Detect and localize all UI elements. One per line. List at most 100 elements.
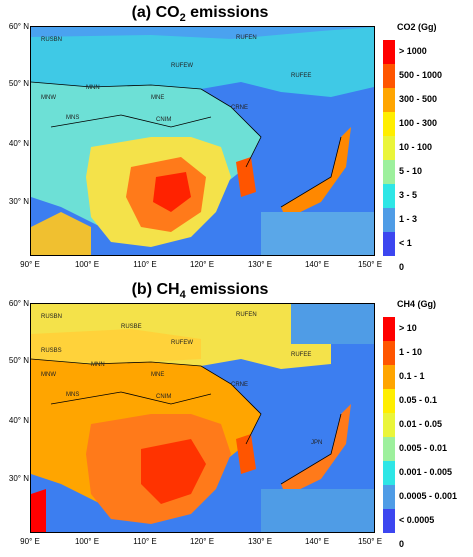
legend-item: > 1000 xyxy=(383,40,473,64)
legend-label: 3 - 5 xyxy=(399,190,418,200)
lon-label-150: 150° E xyxy=(357,260,383,269)
legend-label: 1 - 3 xyxy=(399,214,418,224)
legend-label: < 1 xyxy=(399,238,412,248)
region-label: CRNE xyxy=(231,382,248,388)
legend-item: 100 - 300 xyxy=(383,112,473,136)
ch4-panel: (b) CH4 emissions 60° N 50° N 40° N 30° … xyxy=(0,277,473,557)
co2-emission-map: RUSBN RUFEN RUFEW RUFEE MNW MNN MNE MNS … xyxy=(30,26,375,256)
legend-item: 0.005 - 0.01 xyxy=(383,437,473,461)
ch4-panel-title: (b) CH4 emissions xyxy=(131,281,269,302)
region-label: RUFEE xyxy=(291,352,311,358)
lon-label-130: 130° E xyxy=(247,260,273,269)
legend-swatch xyxy=(383,437,395,461)
legend-item: 0.1 - 1 xyxy=(383,365,473,389)
legend-item: 0.05 - 0.1 xyxy=(383,389,473,413)
lon-label-140: 140° E xyxy=(304,260,330,269)
legend-item: 1 - 10 xyxy=(383,341,473,365)
legend-swatch xyxy=(383,112,395,136)
lat-label-40: 40° N xyxy=(8,416,29,425)
legend-swatch xyxy=(383,413,395,437)
legend-swatch xyxy=(383,40,395,64)
region-label: RUFEE xyxy=(291,73,311,79)
region-label: MNW xyxy=(41,372,56,378)
legend-item: 0 xyxy=(383,256,473,280)
legend-swatch xyxy=(383,208,395,232)
legend-label: 0.1 - 1 xyxy=(399,371,425,381)
region-label: CRNE xyxy=(231,105,248,111)
lat-label-30: 30° N xyxy=(8,197,29,206)
legend-label: 300 - 500 xyxy=(399,94,438,104)
lon-label-120: 120° E xyxy=(189,260,215,269)
legend-swatch xyxy=(383,389,395,413)
region-label: MNS xyxy=(66,115,79,121)
region-label: RUFEW xyxy=(171,63,193,69)
lon-label-100: 100° E xyxy=(74,260,100,269)
lon-label-130: 130° E xyxy=(247,537,273,546)
legend-label: > 1000 xyxy=(399,46,427,56)
region-label: MNW xyxy=(41,95,56,101)
legend-label: 500 - 1000 xyxy=(399,70,443,80)
lon-label-100: 100° E xyxy=(74,537,100,546)
legend-swatch xyxy=(383,160,395,184)
legend-label: 0.0005 - 0.001 xyxy=(399,491,458,501)
lon-label-90: 90° E xyxy=(20,260,40,269)
co2-panel-title: (a) CO2 emissions xyxy=(131,4,269,25)
lon-label-110: 110° E xyxy=(133,537,157,546)
legend-item: 0 xyxy=(383,533,473,557)
legend-item: 1 - 3 xyxy=(383,208,473,232)
legend-swatch xyxy=(383,461,395,485)
legend-swatch xyxy=(383,232,395,256)
region-label: RUSBE xyxy=(121,324,142,330)
legend-item: > 10 xyxy=(383,317,473,341)
legend-item: 10 - 100 xyxy=(383,136,473,160)
co2-legend-title: CO2 (Gg) xyxy=(397,22,437,32)
legend-swatch xyxy=(383,485,395,509)
lat-label-40: 40° N xyxy=(8,139,29,148)
legend-label: 0.05 - 0.1 xyxy=(399,395,438,405)
legend-item: < 0.0005 xyxy=(383,509,473,533)
legend-item: < 1 xyxy=(383,232,473,256)
ch4-legend-title: CH4 (Gg) xyxy=(397,299,436,309)
region-label: MNN xyxy=(86,85,100,91)
region-label: MNN xyxy=(91,362,105,368)
co2-panel: (a) CO2 emissions 60° N 50° N 40° N 30° … xyxy=(0,0,473,280)
legend-swatch xyxy=(383,256,395,280)
region-label: RUFEN xyxy=(236,312,257,318)
region-label: RUSBN xyxy=(41,37,62,43)
legend-label: 10 - 100 xyxy=(399,142,433,152)
region-label: RUSBN xyxy=(41,314,62,320)
legend-item: 0.0005 - 0.001 xyxy=(383,485,473,509)
legend-item: 5 - 10 xyxy=(383,160,473,184)
legend-item: 0.001 - 0.005 xyxy=(383,461,473,485)
lon-label-120: 120° E xyxy=(189,537,215,546)
lat-label-60: 60° N xyxy=(8,22,29,31)
lon-label-110: 110° E xyxy=(133,260,157,269)
legend-swatch xyxy=(383,88,395,112)
region-label: MNS xyxy=(66,392,79,398)
legend-swatch xyxy=(383,136,395,160)
legend-item: 500 - 1000 xyxy=(383,64,473,88)
ch4-emission-map: RUSBN RUSBE RUFEN RUFEW RUSBS RUFEE MNW … xyxy=(30,303,375,533)
legend-label: 0.01 - 0.05 xyxy=(399,419,443,429)
legend-label: 100 - 300 xyxy=(399,118,438,128)
legend-swatch xyxy=(383,184,395,208)
region-label: RUFEW xyxy=(171,340,193,346)
legend-item: 3 - 5 xyxy=(383,184,473,208)
lon-label-90: 90° E xyxy=(20,537,40,546)
legend-label: 5 - 10 xyxy=(399,166,423,176)
region-label: CNIM xyxy=(156,394,171,400)
region-label: RUSBS xyxy=(41,348,62,354)
lon-label-140: 140° E xyxy=(304,537,330,546)
region-label: JPN xyxy=(311,440,322,446)
legend-swatch xyxy=(383,64,395,88)
legend-item: 0.01 - 0.05 xyxy=(383,413,473,437)
legend-swatch xyxy=(383,365,395,389)
lat-label-60: 60° N xyxy=(8,299,29,308)
region-label: RUFEN xyxy=(236,35,257,41)
legend-label: 0.005 - 0.01 xyxy=(399,443,448,453)
legend-label: 1 - 10 xyxy=(399,347,423,357)
legend-swatch xyxy=(383,341,395,365)
legend-swatch xyxy=(383,509,395,533)
legend-swatch xyxy=(383,533,395,557)
region-label: MNE xyxy=(151,372,164,378)
